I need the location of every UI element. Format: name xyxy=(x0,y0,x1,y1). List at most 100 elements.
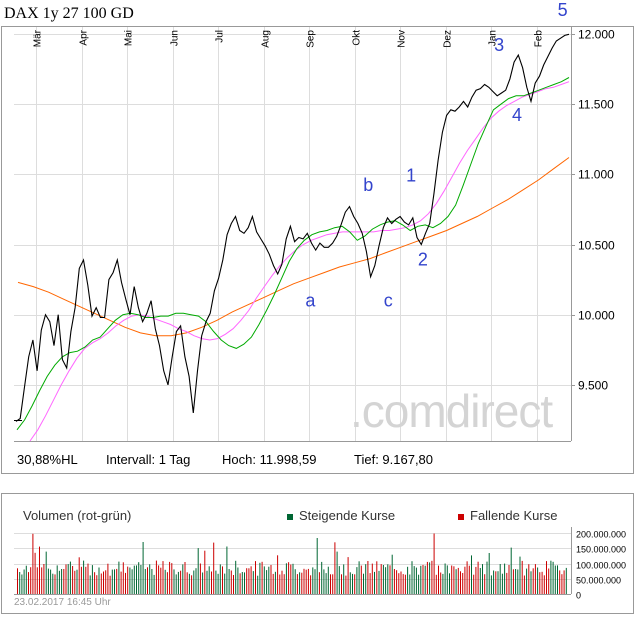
volume-bar xyxy=(63,569,65,594)
volume-bar xyxy=(479,568,481,594)
volume-bar xyxy=(307,568,309,594)
volume-bar xyxy=(336,551,338,594)
volume-bar xyxy=(325,573,327,594)
volume-bar xyxy=(85,566,87,594)
volume-bar xyxy=(222,566,223,594)
volume-bar xyxy=(259,562,261,594)
volume-bar xyxy=(396,570,398,594)
volume-bar xyxy=(89,575,91,594)
volume-bar xyxy=(488,553,490,594)
volume-bar xyxy=(449,573,450,594)
volume-bar xyxy=(484,574,486,594)
volume-tick-label: 100.000.000 xyxy=(576,561,626,571)
volume-bar xyxy=(552,561,554,594)
volume-bar xyxy=(107,563,109,594)
volume-bar xyxy=(468,565,470,594)
volume-bar xyxy=(347,557,349,594)
x-tick-label: Apr xyxy=(79,29,90,45)
volume-bar xyxy=(519,556,521,594)
volume-title: Volumen (rot-grün) xyxy=(23,508,132,523)
volume-bar xyxy=(274,571,276,594)
volume-bar xyxy=(332,574,334,594)
volume-bar xyxy=(426,561,428,594)
wave-annotation: 1 xyxy=(406,165,416,185)
volume-bar xyxy=(74,570,76,594)
volume-bar xyxy=(252,571,254,594)
y-tick-label: 11.500 xyxy=(578,98,614,112)
volume-bar xyxy=(501,573,503,594)
volume-bar xyxy=(490,575,492,594)
volume-bar xyxy=(266,570,268,594)
volume-bar xyxy=(171,563,173,594)
volume-bar xyxy=(188,573,190,594)
volume-bar xyxy=(153,574,155,594)
x-tick-label: Nov xyxy=(397,30,408,48)
wave-annotation: a xyxy=(305,290,316,310)
volume-bar xyxy=(360,565,362,594)
legend-rising-swatch xyxy=(287,513,293,520)
volume-bar xyxy=(180,570,182,594)
volume-bar xyxy=(98,567,100,594)
volume-bar xyxy=(442,573,444,594)
volume-bar xyxy=(382,565,384,594)
volume-bar xyxy=(387,564,389,594)
volume-bar xyxy=(142,542,144,594)
volume-bar xyxy=(409,574,411,594)
volume-bar xyxy=(550,560,552,594)
volume-bar xyxy=(318,572,320,594)
wave-annotation: c xyxy=(384,290,393,310)
volume-bar xyxy=(246,568,248,594)
volume-bar xyxy=(80,566,82,594)
volume-bar xyxy=(76,569,78,594)
volume-bar xyxy=(241,572,243,594)
volume-tick-label: 50.000.000 xyxy=(576,576,621,586)
volume-bar xyxy=(305,569,307,594)
y-tick-label: 10.000 xyxy=(578,309,615,323)
volume-bar xyxy=(314,569,316,594)
volume-bar xyxy=(431,560,433,594)
volume-bar xyxy=(147,567,148,594)
volume-bar xyxy=(279,574,281,594)
volume-bar xyxy=(235,560,237,594)
volume-bar xyxy=(111,569,113,594)
volume-bar xyxy=(561,574,563,594)
volume-bar xyxy=(530,571,532,594)
series-line-ma200 xyxy=(17,157,570,337)
x-tick-label: Sep xyxy=(306,30,317,48)
volume-bar xyxy=(477,561,479,594)
volume-bar xyxy=(316,538,318,594)
volume-bar xyxy=(557,565,558,594)
volume-bar xyxy=(131,569,133,594)
volume-bar xyxy=(109,575,111,594)
volume-bar xyxy=(281,570,283,594)
high-value: Hoch: 11.998,59 xyxy=(222,452,317,467)
volume-bar xyxy=(528,564,530,594)
volume-bar xyxy=(534,564,536,594)
wave-annotation: 2 xyxy=(418,250,428,270)
volume-bar xyxy=(369,573,371,594)
volume-bar xyxy=(186,572,188,594)
volume-bar xyxy=(30,567,32,594)
volume-bar xyxy=(65,564,67,594)
volume-bar xyxy=(554,565,556,594)
volume-bar xyxy=(255,561,256,594)
volume-bar xyxy=(197,548,199,594)
volume-bar xyxy=(87,563,89,594)
y-tick-label: 9.500 xyxy=(578,379,608,393)
volume-bar xyxy=(244,572,245,594)
volume-bar xyxy=(175,574,177,594)
volume-bar xyxy=(460,571,461,594)
volume-bar xyxy=(378,570,380,594)
wave-annotation: 5 xyxy=(558,0,568,20)
volume-bar xyxy=(343,564,345,594)
volume-bar xyxy=(193,570,195,594)
volume-bar xyxy=(94,572,96,594)
volume-bar xyxy=(96,575,98,594)
volume-bar xyxy=(475,566,477,594)
x-tick-label: Jul xyxy=(215,30,226,43)
volume-bar xyxy=(248,568,250,594)
x-tick-label: Aug xyxy=(261,30,272,48)
volume-bar xyxy=(149,564,151,594)
volume-bar xyxy=(499,564,501,594)
